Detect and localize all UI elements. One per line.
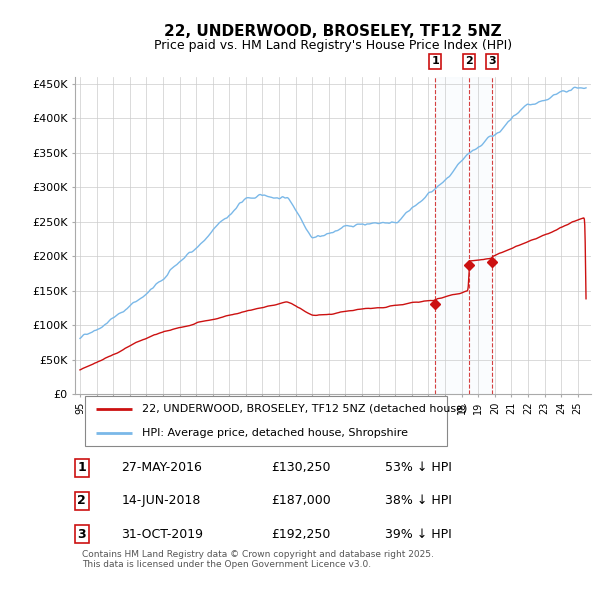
Text: 2: 2 [77, 494, 86, 507]
Text: £192,250: £192,250 [271, 527, 331, 540]
Text: 3: 3 [77, 527, 86, 540]
Text: 14-JUN-2018: 14-JUN-2018 [121, 494, 201, 507]
Text: 2: 2 [465, 56, 473, 66]
Text: £187,000: £187,000 [271, 494, 331, 507]
Text: Contains HM Land Registry data © Crown copyright and database right 2025.
This d: Contains HM Land Registry data © Crown c… [82, 550, 434, 569]
Bar [435, 77, 492, 394]
Text: 39% ↓ HPI: 39% ↓ HPI [385, 527, 451, 540]
Text: 1: 1 [431, 56, 439, 66]
Text: £130,250: £130,250 [271, 461, 331, 474]
Text: 22, UNDERWOOD, BROSELEY, TF12 5NZ: 22, UNDERWOOD, BROSELEY, TF12 5NZ [164, 24, 502, 38]
FancyBboxPatch shape [85, 396, 446, 445]
Text: 27-MAY-2016: 27-MAY-2016 [121, 461, 202, 474]
Text: 1: 1 [77, 461, 86, 474]
Text: Price paid vs. HM Land Registry's House Price Index (HPI): Price paid vs. HM Land Registry's House … [154, 39, 512, 52]
Text: 38% ↓ HPI: 38% ↓ HPI [385, 494, 451, 507]
Text: 22, UNDERWOOD, BROSELEY, TF12 5NZ (detached house): 22, UNDERWOOD, BROSELEY, TF12 5NZ (detac… [142, 404, 467, 414]
Text: 3: 3 [488, 56, 496, 66]
Text: HPI: Average price, detached house, Shropshire: HPI: Average price, detached house, Shro… [142, 428, 408, 438]
Text: 31-OCT-2019: 31-OCT-2019 [121, 527, 203, 540]
Text: 53% ↓ HPI: 53% ↓ HPI [385, 461, 451, 474]
